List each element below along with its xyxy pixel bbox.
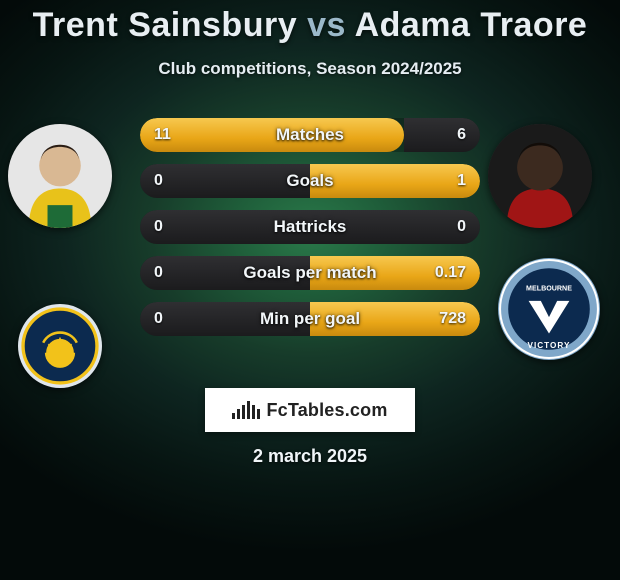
stat-label: Goals per match	[243, 263, 376, 283]
brand-label: FcTables.com	[266, 400, 387, 421]
stat-label: Goals	[286, 171, 333, 191]
brand-bars-icon	[232, 401, 260, 419]
stat-value-left: 0	[154, 218, 163, 236]
player2-club-logo: MELBOURNE VICTORY	[498, 258, 600, 360]
stat-value-left: 0	[154, 310, 163, 328]
svg-text:VICTORY: VICTORY	[528, 341, 571, 350]
svg-text:MELBOURNE: MELBOURNE	[526, 285, 572, 293]
stat-value-right: 1	[457, 172, 466, 190]
player1-club-logo	[18, 304, 102, 388]
stat-row: Min per goal 0 728	[140, 302, 480, 336]
stat-value-right: 728	[439, 310, 466, 328]
stat-value-right: 0	[457, 218, 466, 236]
player1-avatar	[8, 124, 112, 228]
stats-block: Matches116Goals01Hattricks00Goals per ma…	[140, 118, 480, 348]
stat-value-left: 0	[154, 172, 163, 190]
vs-label: vs	[307, 6, 346, 44]
stat-row: Goals per match 0 0.17	[140, 256, 480, 290]
subtitle: Club competitions, Season 2024/2025	[0, 59, 620, 79]
stat-value-left: 0	[154, 264, 163, 282]
page-title: Trent Sainsbury vs Adama Traore	[0, 0, 620, 45]
stat-value-left: 11	[154, 126, 171, 144]
stat-label: Matches	[276, 125, 344, 145]
stat-row: Matches 11 6	[140, 118, 480, 152]
stat-row: Hattricks 0 0	[140, 210, 480, 244]
stat-label: Hattricks	[274, 217, 347, 237]
stat-row: Goals 0 1	[140, 164, 480, 198]
player2-name: Adama Traore	[355, 6, 588, 44]
stat-label: Min per goal	[260, 309, 360, 329]
player1-name: Trent Sainsbury	[33, 6, 297, 44]
stat-value-right: 0.17	[435, 264, 466, 282]
brand-box: FcTables.com	[205, 388, 415, 432]
player2-avatar	[488, 124, 592, 228]
date-label: 2 march 2025	[253, 446, 367, 467]
stat-value-right: 6	[457, 126, 466, 144]
